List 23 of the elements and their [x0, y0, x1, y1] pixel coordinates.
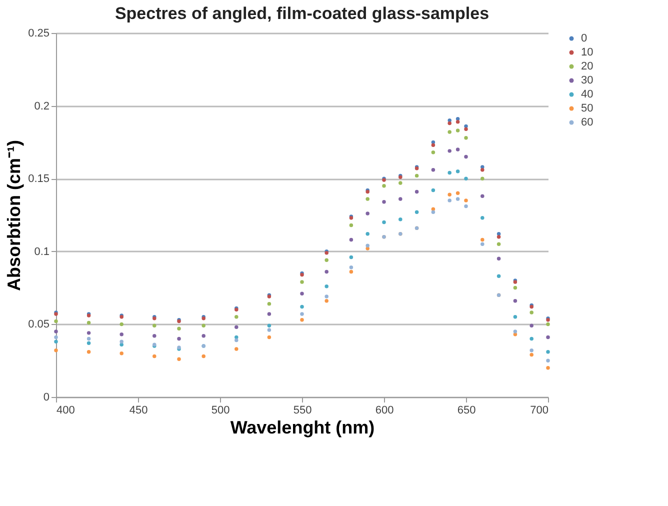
legend-label: 40 — [581, 88, 594, 100]
x-tick-label: 450 — [129, 404, 148, 416]
chart-title: Spectres of angled, film-coated glass-samples — [114, 4, 490, 23]
y-tick-label: 0 — [43, 392, 50, 404]
legend-label: 60 — [581, 116, 594, 128]
x-tick-label: 500 — [211, 404, 230, 416]
legend-label: 50 — [581, 102, 594, 114]
x-tick-label: 700 — [530, 404, 548, 416]
legend-label: 10 — [581, 46, 594, 58]
y-axis-title: Absorbtion (cm⁻¹) — [4, 140, 24, 291]
legend-label: 0 — [581, 32, 588, 44]
y-tick-label: 0.05 — [28, 318, 50, 331]
y-tick-label: 0.25 — [28, 28, 50, 40]
y-tick-label: 0.1 — [34, 246, 50, 258]
x-tick-label: 650 — [457, 404, 476, 416]
legend-label: 20 — [581, 60, 594, 72]
x-tick-label: 400 — [56, 404, 75, 416]
x-tick-label: 600 — [375, 404, 394, 416]
x-tick-label: 550 — [293, 404, 312, 416]
y-tick-label: 0.2 — [34, 100, 50, 112]
x-axis-title: Wavelenght (nm) — [230, 418, 375, 438]
y-tick-label: 0.15 — [28, 173, 50, 186]
legend-label: 30 — [581, 74, 594, 86]
